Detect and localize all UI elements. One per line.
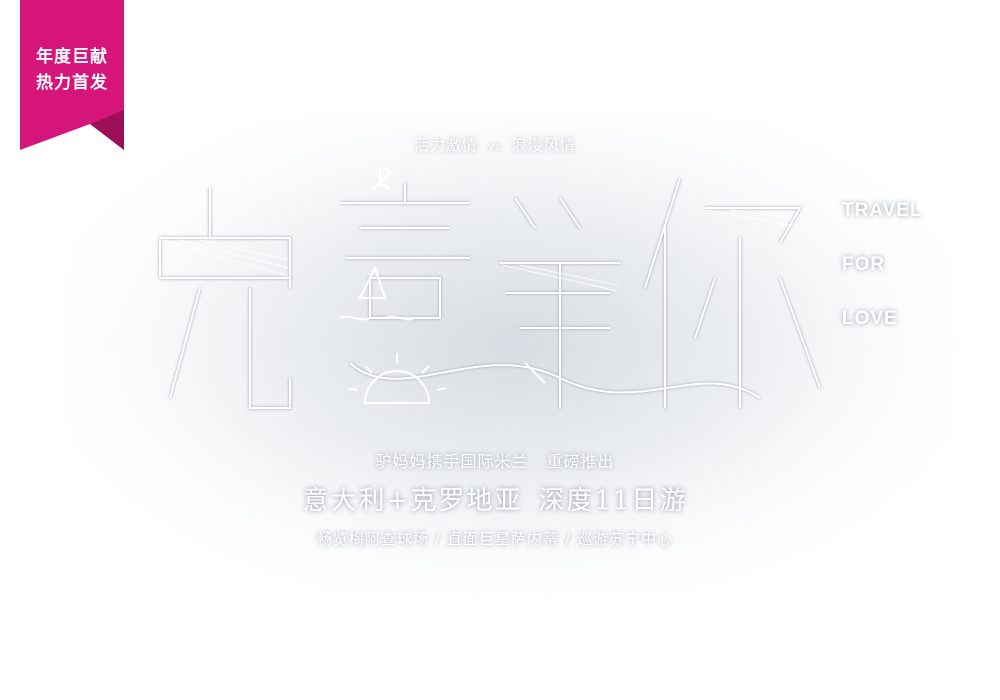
ribbon-shape [20,0,124,150]
tagline-left: 活力激情 [414,136,479,154]
tagline-vs: vs [487,140,503,153]
corner-ribbon-banner: 年度巨献 热力首发 [20,0,124,150]
feature-item: 直面巨星萨内蒂 [446,530,559,548]
partner-subtitle: 驴妈妈携手国际米兰 重磅推出 [0,448,990,472]
feature-item: 巡游苏宁中心 [577,530,674,548]
title-calligraphy-art [158,168,822,410]
side-word-travel: TRAVEL [842,200,923,221]
subtitle-partner: 驴妈妈携手国际米兰 [375,452,529,471]
feature-separator: / [434,530,441,548]
tagline: 活力激情 vs 浪漫风情 [0,134,990,155]
feature-item: 畅览梅阿查球场 [316,530,429,548]
subtitle-launch: 重磅推出 [546,452,615,471]
side-word-for: FOR [842,254,886,275]
banner-line-2: 热力首发 [36,73,108,93]
background-glow [70,120,950,590]
headline-duration: 深度11日游 [538,486,688,516]
feature-separator: / [565,530,572,548]
side-word-love: LOVE [842,308,898,329]
tagline-right: 浪漫风情 [511,136,576,154]
feature-list: 畅览梅阿查球场 / 直面巨星萨内蒂 / 巡游苏宁中心 [0,528,990,549]
side-english-words: TRAVEL FOR LOVE [842,200,922,362]
ribbon-fold [90,110,124,150]
trip-headline: 意大利+克罗地亚 深度11日游 [0,480,990,517]
headline-destination: 意大利+克罗地亚 [302,486,523,516]
banner-line-1: 年度巨献 [36,47,108,67]
